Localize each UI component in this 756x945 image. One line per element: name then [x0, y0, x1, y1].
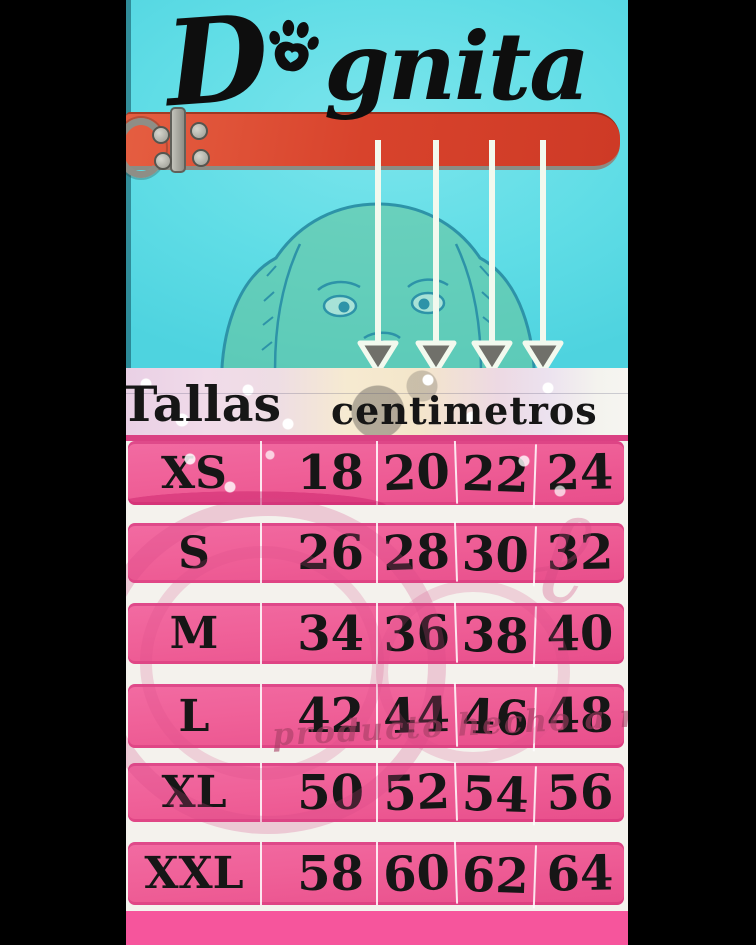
collar-rivet	[190, 122, 208, 140]
size-value: 20	[376, 439, 459, 507]
size-value: 18	[262, 441, 378, 505]
size-value: 44	[376, 682, 459, 750]
size-value: 54	[455, 763, 537, 826]
size-value: 60	[376, 840, 459, 907]
table-row: XS 18 20 22 24	[128, 439, 624, 509]
size-value: 32	[546, 524, 614, 582]
size-value: 52	[376, 761, 459, 824]
size-label: M	[128, 603, 262, 664]
sizes-column-header: Tallas	[126, 375, 282, 433]
left-shadow-edge	[126, 0, 131, 368]
collar-buckle-ring	[126, 118, 166, 178]
size-value: 38	[455, 603, 537, 668]
table-row: L 42 44 46 48	[128, 682, 624, 752]
table-row: XL 50 52 54 56	[128, 761, 624, 826]
size-value: 50	[262, 763, 378, 822]
arrow-down-icon	[415, 140, 457, 375]
size-value: 48	[546, 687, 614, 745]
size-label: XS	[128, 441, 262, 505]
brand-logo: D gnita	[126, 0, 628, 134]
brand-letter-d: D	[161, 0, 271, 134]
size-value: 40	[546, 604, 614, 663]
size-value: 58	[262, 842, 378, 905]
size-value: 42	[262, 684, 378, 748]
size-value: 28	[376, 521, 459, 585]
size-value: 26	[262, 523, 378, 583]
table-row: XXL 58 60 62 64	[128, 840, 624, 909]
collar-rivet	[152, 126, 170, 144]
size-value: 22	[455, 441, 538, 509]
footer-pink-band	[126, 911, 628, 945]
size-label: XXL	[128, 842, 262, 905]
size-value: 62	[455, 842, 538, 909]
table-row: S 26 28 30 32	[128, 521, 624, 587]
size-value: 46	[455, 684, 538, 752]
size-value: 36	[376, 601, 459, 666]
arrow-down-icon	[471, 140, 513, 375]
size-value: 64	[546, 844, 614, 903]
size-label: L	[128, 684, 262, 748]
collar-buckle-bar	[170, 107, 186, 173]
size-value: 56	[546, 763, 614, 822]
arrow-down-icon	[357, 140, 399, 375]
table-row: M 34 36 38 40	[128, 601, 624, 668]
table-header: Tallas centimetros	[126, 368, 628, 441]
size-value: 30	[455, 523, 537, 587]
size-value: 34	[262, 603, 378, 664]
paw-icon	[269, 19, 319, 72]
size-value: 24	[546, 444, 614, 502]
unit-column-header: centimetros	[331, 388, 598, 433]
collar-rivet	[154, 152, 172, 170]
size-label: S	[128, 523, 262, 583]
arrow-down-icon	[522, 140, 564, 375]
size-label: XL	[128, 763, 262, 822]
collar-rivet	[192, 149, 210, 167]
poster-content: D gnita Tallas centimetros XS 18 20 22 2…	[126, 0, 628, 945]
brand-letters-rest: gnita	[324, 11, 590, 122]
